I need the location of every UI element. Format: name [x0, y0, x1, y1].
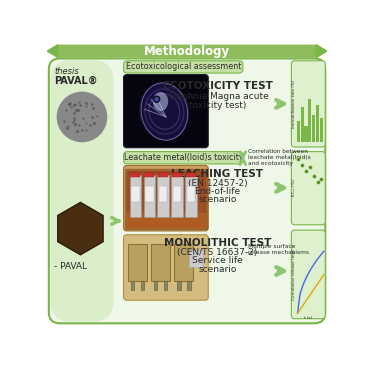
Text: PAVAL®: PAVAL®	[54, 76, 98, 86]
Text: - PAVAL: - PAVAL	[54, 262, 87, 271]
Text: Methodology: Methodology	[143, 45, 230, 58]
Ellipse shape	[153, 92, 168, 111]
Text: toxicity test): toxicity test)	[189, 101, 246, 110]
FancyBboxPatch shape	[291, 230, 325, 319]
Ellipse shape	[141, 83, 188, 140]
FancyBboxPatch shape	[49, 58, 325, 323]
Bar	[187, 186, 195, 201]
FancyBboxPatch shape	[123, 165, 208, 231]
Text: Multiple surface
release mechanisms: Multiple surface release mechanisms	[248, 244, 309, 255]
Polygon shape	[47, 45, 58, 58]
Bar	[130, 173, 141, 177]
Bar	[130, 175, 141, 217]
Bar	[154, 281, 157, 290]
Bar	[172, 173, 182, 177]
Polygon shape	[316, 45, 327, 58]
Text: LEACHING TEST: LEACHING TEST	[172, 169, 264, 178]
Bar	[301, 107, 304, 142]
Bar	[185, 175, 197, 217]
Circle shape	[155, 98, 158, 101]
Bar	[159, 186, 168, 201]
Circle shape	[57, 92, 107, 142]
Bar	[188, 281, 191, 290]
Bar	[157, 175, 169, 217]
Bar	[312, 115, 315, 142]
Text: Service life: Service life	[192, 256, 243, 265]
Polygon shape	[127, 171, 205, 227]
Bar	[164, 281, 168, 290]
Bar	[320, 118, 323, 142]
Text: (CEN/TS 16637-2): (CEN/TS 16637-2)	[177, 248, 258, 257]
Bar	[186, 173, 196, 177]
Polygon shape	[125, 169, 207, 229]
Text: MONOLITHIC TEST: MONOLITHIC TEST	[164, 238, 271, 248]
Bar	[144, 173, 154, 177]
Text: t (s): t (s)	[304, 316, 312, 320]
Text: Correlation between
leachate metal(loid)s
and ecotoxicity: Correlation between leachate metal(loid)…	[248, 149, 311, 166]
Text: Cumulative release (mg): Cumulative release (mg)	[292, 249, 296, 300]
Bar	[173, 186, 181, 201]
Bar	[174, 244, 193, 281]
FancyBboxPatch shape	[123, 61, 243, 73]
FancyBboxPatch shape	[58, 45, 316, 58]
Bar	[145, 186, 154, 201]
Bar	[131, 186, 140, 201]
Text: Immobilisation rate (%): Immobilisation rate (%)	[292, 80, 296, 128]
Polygon shape	[127, 213, 205, 227]
Bar	[171, 175, 183, 217]
Text: scenario: scenario	[198, 265, 237, 274]
Bar	[308, 99, 311, 142]
Text: (EN 12457-2): (EN 12457-2)	[188, 178, 247, 188]
FancyBboxPatch shape	[123, 151, 243, 164]
Text: Leachate metal(loid)s toxicity: Leachate metal(loid)s toxicity	[124, 153, 243, 162]
Bar	[128, 244, 147, 281]
Bar	[316, 105, 319, 142]
Text: ECOTOXICITY TEST: ECOTOXICITY TEST	[162, 81, 272, 91]
Bar	[304, 126, 308, 142]
FancyBboxPatch shape	[50, 60, 114, 322]
Bar	[158, 173, 168, 177]
Circle shape	[154, 96, 160, 102]
Text: scenario: scenario	[198, 196, 237, 204]
FancyBboxPatch shape	[291, 151, 325, 225]
Text: End-of-life: End-of-life	[195, 187, 241, 196]
Bar	[151, 244, 170, 281]
Polygon shape	[58, 203, 103, 255]
Text: EC₅₀ (%): EC₅₀ (%)	[292, 179, 296, 196]
Text: (Daphnia Magna acute: (Daphnia Magna acute	[166, 92, 269, 100]
FancyBboxPatch shape	[291, 61, 325, 147]
Text: Ecotoxicological assessment: Ecotoxicological assessment	[126, 62, 241, 72]
FancyBboxPatch shape	[123, 235, 208, 300]
FancyBboxPatch shape	[123, 74, 208, 148]
Bar	[189, 250, 203, 267]
Bar	[297, 121, 300, 142]
Text: thesis: thesis	[54, 67, 79, 76]
Bar	[177, 281, 181, 290]
Bar	[131, 281, 134, 290]
Bar	[141, 281, 144, 290]
Bar	[143, 175, 155, 217]
